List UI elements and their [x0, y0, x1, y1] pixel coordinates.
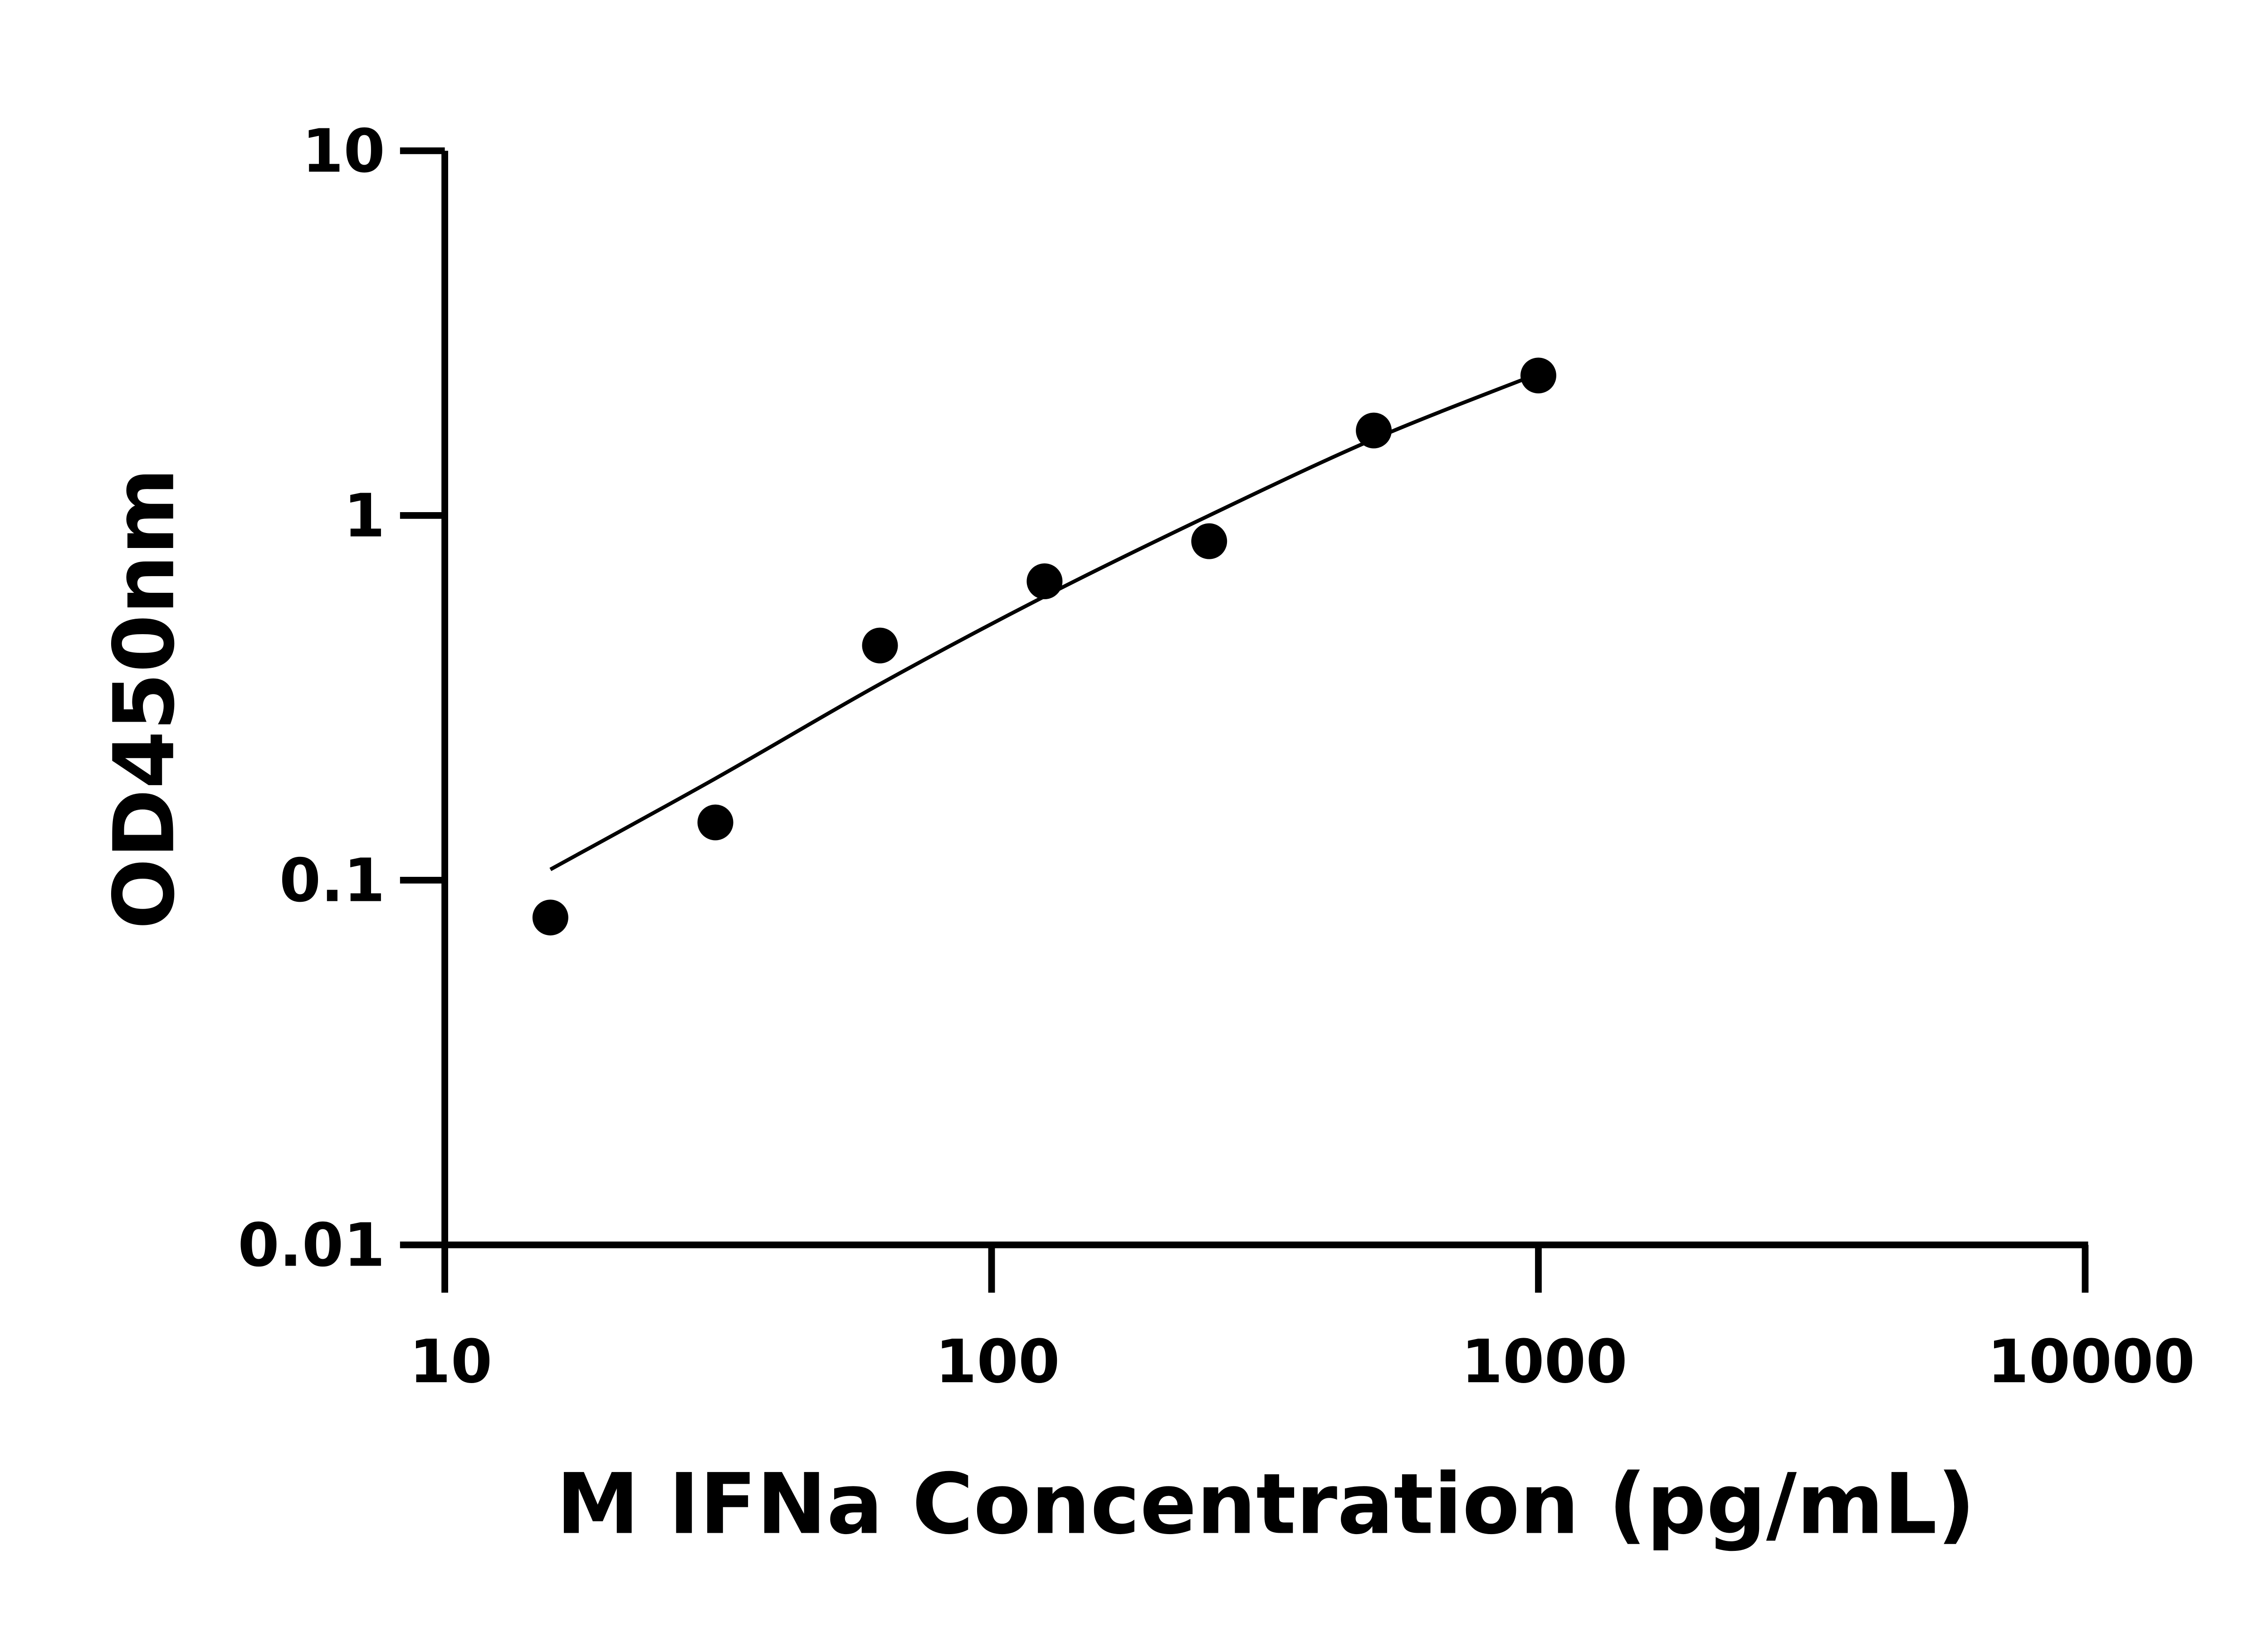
fit-curve-group: [549, 372, 1540, 871]
y-axis-label: OD450nm: [96, 468, 193, 929]
fit-curve: [549, 372, 1540, 871]
x-tick-label: 10: [409, 1327, 492, 1397]
data-point: [1356, 412, 1392, 449]
data-point: [697, 804, 733, 841]
y-tick-label: 0.1: [279, 846, 385, 915]
x-tick-label: 100: [935, 1327, 1060, 1397]
x-tick-label: 10000: [1987, 1327, 2195, 1397]
axes: 0.01 0.1 1 10 10 100 1000 10000: [238, 117, 2195, 1397]
y-tick-label: 10: [302, 117, 385, 186]
data-point: [532, 900, 568, 936]
x-axis-label: M IFNa Concentration (pg/mL): [556, 1456, 1975, 1553]
data-point: [862, 627, 898, 664]
data-point: [1520, 357, 1556, 394]
data-point: [1026, 563, 1063, 599]
data-point: [1191, 523, 1227, 559]
data-points: [532, 357, 1556, 936]
y-tick-label: 0.01: [238, 1211, 385, 1280]
x-tick-label: 1000: [1461, 1327, 1627, 1397]
y-tick-label: 1: [343, 481, 385, 551]
